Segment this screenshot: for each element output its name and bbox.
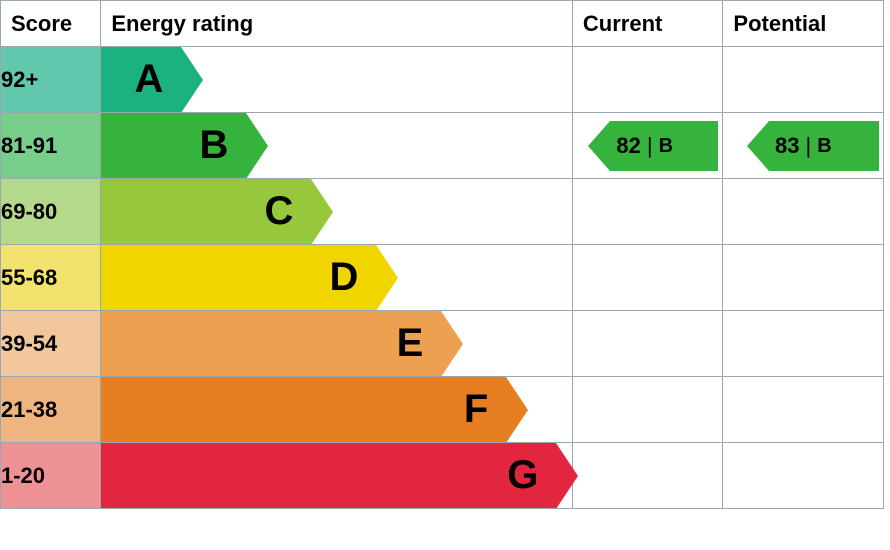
rating-cell: F.bar[data-name="rating-bar-f"]::after{b… — [101, 377, 573, 443]
current-letter: B — [659, 135, 673, 158]
rating-letter: D — [329, 255, 358, 300]
header-potential: Potential — [723, 1, 884, 47]
current-cell — [572, 245, 723, 311]
rating-letter: F — [464, 387, 488, 432]
rating-row-a: 92+A.bar[data-name="rating-bar-a"]::afte… — [1, 47, 884, 113]
score-cell: 69-80 — [1, 179, 101, 245]
potential-value: 83 — [775, 133, 799, 159]
header-current: Current — [572, 1, 723, 47]
rating-bar-c: C.bar[data-name="rating-bar-c"]::after{b… — [101, 179, 311, 244]
rating-cell: B.bar[data-name="rating-bar-b"]::after{b… — [101, 113, 573, 179]
score-cell: 92+ — [1, 47, 101, 113]
current-arrow: 82|B.arrow[data-name="current-arrow"]::b… — [610, 121, 718, 171]
potential-cell — [723, 245, 884, 311]
score-cell: 39-54 — [1, 311, 101, 377]
potential-cell — [723, 377, 884, 443]
rating-bar-e: E.bar[data-name="rating-bar-e"]::after{b… — [101, 311, 441, 376]
current-cell — [572, 179, 723, 245]
rating-cell: A.bar[data-name="rating-bar-a"]::after{b… — [101, 47, 573, 113]
potential-cell — [723, 179, 884, 245]
header-rating: Energy rating — [101, 1, 573, 47]
potential-arrow: 83|B.arrow[data-name="potential-arrow"]:… — [769, 121, 879, 171]
rating-cell: G.bar[data-name="rating-bar-g"]::after{b… — [101, 443, 573, 509]
rating-letter: C — [264, 189, 293, 234]
score-cell: 55-68 — [1, 245, 101, 311]
current-cell — [572, 377, 723, 443]
energy-rating-table: Score Energy rating Current Potential 92… — [0, 0, 884, 509]
score-cell: 81-91 — [1, 113, 101, 179]
rating-letter: G — [507, 453, 538, 498]
potential-letter: B — [817, 135, 831, 158]
rating-cell: D.bar[data-name="rating-bar-d"]::after{b… — [101, 245, 573, 311]
header-score: Score — [1, 1, 101, 47]
score-cell: 21-38 — [1, 377, 101, 443]
current-cell — [572, 47, 723, 113]
rating-letter: A — [134, 57, 163, 102]
potential-cell — [723, 47, 884, 113]
rating-bar-b: B.bar[data-name="rating-bar-b"]::after{b… — [101, 113, 246, 178]
rating-bar-d: D.bar[data-name="rating-bar-d"]::after{b… — [101, 245, 376, 310]
rating-cell: E.bar[data-name="rating-bar-e"]::after{b… — [101, 311, 573, 377]
current-value: 82 — [616, 133, 640, 159]
separator: | — [647, 133, 653, 159]
rating-row-c: 69-80C.bar[data-name="rating-bar-c"]::af… — [1, 179, 884, 245]
rating-bar-g: G.bar[data-name="rating-bar-g"]::after{b… — [101, 443, 556, 508]
potential-cell — [723, 311, 884, 377]
potential-cell: 83|B.arrow[data-name="potential-arrow"]:… — [723, 113, 884, 179]
potential-cell — [723, 443, 884, 509]
rating-row-f: 21-38F.bar[data-name="rating-bar-f"]::af… — [1, 377, 884, 443]
current-cell: 82|B.arrow[data-name="current-arrow"]::b… — [572, 113, 723, 179]
header-row: Score Energy rating Current Potential — [1, 1, 884, 47]
rating-row-e: 39-54E.bar[data-name="rating-bar-e"]::af… — [1, 311, 884, 377]
score-cell: 1-20 — [1, 443, 101, 509]
rating-row-g: 1-20G.bar[data-name="rating-bar-g"]::aft… — [1, 443, 884, 509]
rating-cell: C.bar[data-name="rating-bar-c"]::after{b… — [101, 179, 573, 245]
rating-bar-f: F.bar[data-name="rating-bar-f"]::after{b… — [101, 377, 506, 442]
rating-row-b: 81-91B.bar[data-name="rating-bar-b"]::af… — [1, 113, 884, 179]
separator: | — [805, 133, 811, 159]
rating-bar-a: A.bar[data-name="rating-bar-a"]::after{b… — [101, 47, 181, 112]
rating-letter: B — [199, 123, 228, 168]
rating-row-d: 55-68D.bar[data-name="rating-bar-d"]::af… — [1, 245, 884, 311]
current-cell — [572, 443, 723, 509]
rating-letter: E — [397, 321, 424, 366]
current-cell — [572, 311, 723, 377]
